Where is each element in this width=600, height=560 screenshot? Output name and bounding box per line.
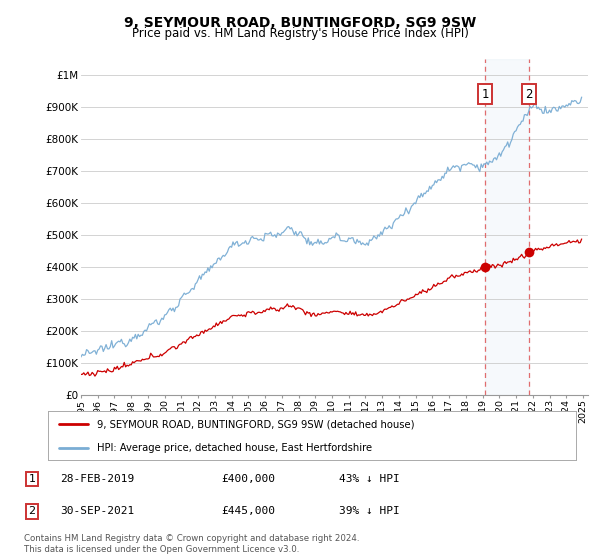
Text: 2: 2 — [525, 87, 532, 100]
Text: 43% ↓ HPI: 43% ↓ HPI — [340, 474, 400, 484]
Text: HPI: Average price, detached house, East Hertfordshire: HPI: Average price, detached house, East… — [97, 443, 372, 453]
Text: Contains HM Land Registry data © Crown copyright and database right 2024.
This d: Contains HM Land Registry data © Crown c… — [24, 534, 359, 554]
Text: 9, SEYMOUR ROAD, BUNTINGFORD, SG9 9SW: 9, SEYMOUR ROAD, BUNTINGFORD, SG9 9SW — [124, 16, 476, 30]
Text: 2: 2 — [29, 506, 35, 516]
Text: 30-SEP-2021: 30-SEP-2021 — [60, 506, 134, 516]
Text: 39% ↓ HPI: 39% ↓ HPI — [340, 506, 400, 516]
Text: 28-FEB-2019: 28-FEB-2019 — [60, 474, 134, 484]
Text: 1: 1 — [29, 474, 35, 484]
Text: 1: 1 — [482, 87, 489, 100]
Text: £445,000: £445,000 — [221, 506, 275, 516]
Bar — [485, 59, 529, 395]
Text: £400,000: £400,000 — [221, 474, 275, 484]
Text: 9, SEYMOUR ROAD, BUNTINGFORD, SG9 9SW (detached house): 9, SEYMOUR ROAD, BUNTINGFORD, SG9 9SW (d… — [97, 419, 414, 430]
Text: Price paid vs. HM Land Registry's House Price Index (HPI): Price paid vs. HM Land Registry's House … — [131, 27, 469, 40]
